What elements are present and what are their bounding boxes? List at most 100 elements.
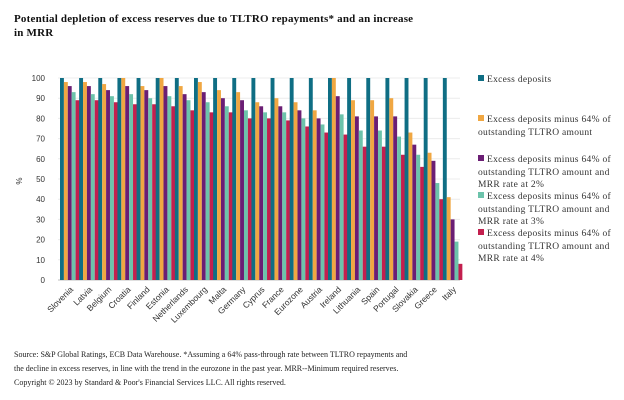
bar-finland-series-3	[144, 90, 149, 281]
legend-label: Excess deposits minus 64% of outstanding…	[478, 229, 611, 264]
y-tick-label: 50	[36, 175, 45, 184]
legend-item-mrr-3: Excess deposits minus 64% of outstanding…	[478, 191, 624, 229]
bar-slovenia-series-1	[60, 78, 64, 280]
legend-swatch	[478, 75, 484, 81]
bar-greece-series-4	[435, 183, 440, 280]
bar-estonia-series-3	[163, 86, 168, 280]
source-note: Source: S&P Global Ratings, ECB Data War…	[14, 348, 614, 390]
bar-eurozone-series-2	[293, 102, 298, 280]
y-tick-label: 0	[41, 276, 46, 285]
bar-italy-series-1	[442, 78, 447, 280]
bar-slovenia-series-3	[67, 86, 72, 280]
bar-portugal-series-3	[393, 116, 398, 280]
bar-cyprus-series-3	[259, 106, 264, 280]
bar-latvia-series-5	[94, 100, 99, 280]
bar-eurozone-series-1	[289, 78, 294, 280]
bar-lithuania-series-2	[351, 100, 355, 280]
legend-label: Excess deposits minus 64% of outstanding…	[478, 115, 611, 138]
bar-ireland-series-2	[331, 78, 336, 280]
bar-finland-series-4	[148, 98, 153, 280]
bar-portugal-series-5	[401, 154, 405, 280]
bar-belgium-series-1	[98, 78, 103, 280]
bar-latvia-series-4	[90, 94, 95, 280]
bar-slovakia-series-4	[416, 154, 421, 280]
bar-luxembourg-series-5	[209, 112, 214, 280]
bar-eurozone-series-4	[301, 118, 306, 281]
bar-france-series-4	[282, 112, 287, 280]
bar-lithuania-series-1	[347, 78, 352, 280]
bar-belgium-series-4	[109, 96, 114, 281]
bar-latvia-series-1	[79, 78, 84, 280]
legend-swatch	[478, 115, 484, 121]
bar-greece-series-2	[427, 152, 432, 280]
bar-portugal-series-4	[397, 136, 402, 280]
bar-chart: 0 10 20 30 40 50 60 70 80 90 100 SloveniaLatviaBel…	[15, 74, 463, 325]
legend-item-mrr-4: Excess deposits minus 64% of outstanding…	[478, 228, 624, 266]
legend-item-mrr-2: Excess deposits minus 64% of outstanding…	[478, 154, 624, 192]
bar-spain-series-5	[381, 146, 386, 280]
bar-portugal-series-1	[385, 78, 390, 280]
bar-malta-series-4	[224, 106, 229, 280]
bar-luxembourg-series-1	[194, 78, 198, 280]
legend-swatch	[478, 192, 484, 198]
bar-cyprus-series-5	[267, 118, 271, 281]
bar-austria-series-2	[312, 110, 317, 280]
footer-line-1: Source: S&P Global Ratings, ECB Data War…	[14, 350, 408, 359]
bar-luxembourg-series-3	[201, 92, 206, 280]
legend-swatch	[478, 155, 484, 161]
bar-france-series-1	[270, 78, 275, 280]
legend-item-excess-deposits: Excess deposits	[478, 74, 624, 87]
bar-ireland-series-4	[339, 114, 344, 280]
bar-germany-series-4	[243, 110, 248, 280]
bar-malta-series-1	[213, 78, 218, 280]
bar-croatia-series-2	[121, 78, 126, 280]
bar-germany-series-3	[240, 100, 244, 280]
bar-slovakia-series-1	[404, 78, 409, 280]
bar-slovenia-series-4	[71, 92, 76, 280]
bar-estonia-series-4	[167, 96, 172, 281]
y-tick-label: 40	[36, 195, 45, 204]
bar-malta-series-2	[217, 90, 221, 281]
x-tick-label: Slovenia	[45, 284, 75, 314]
y-tick-label: 100	[32, 74, 46, 83]
bar-slovakia-series-2	[408, 132, 413, 280]
bar-estonia-series-2	[159, 78, 164, 280]
bar-greece-series-3	[431, 160, 436, 280]
bar-italy-series-3	[450, 219, 455, 280]
bar-austria-series-5	[324, 132, 329, 280]
x-axis-labels: SloveniaLatviaBelgiumCroatiaFinlandEston…	[45, 284, 459, 325]
bar-germany-series-1	[232, 78, 237, 280]
bar-estonia-series-5	[171, 106, 176, 280]
bar-ireland-series-5	[343, 134, 348, 280]
bar-lithuania-series-3	[354, 116, 359, 280]
bar-eurozone-series-3	[297, 110, 302, 280]
bar-spain-series-3	[374, 116, 378, 280]
y-tick-label: 10	[36, 256, 45, 265]
legend-swatch	[478, 229, 484, 235]
legend-label: Excess deposits minus 64% of outstanding…	[478, 155, 611, 190]
bar-netherlands-series-4	[186, 100, 191, 280]
bar-luxembourg-series-4	[205, 102, 210, 280]
bar-france-series-2	[274, 98, 279, 280]
bar-cyprus-series-4	[263, 112, 268, 280]
bar-greece-series-1	[423, 78, 428, 280]
bar-slovakia-series-3	[412, 144, 417, 280]
bar-eurozone-series-5	[305, 126, 310, 280]
bar-croatia-series-5	[133, 104, 137, 280]
bar-greece-series-5	[439, 199, 444, 280]
bar-germany-series-2	[236, 92, 241, 280]
legend-label: Excess deposits minus 64% of outstanding…	[478, 192, 611, 227]
bar-netherlands-series-1	[174, 78, 179, 280]
bar-lithuania-series-5	[362, 146, 367, 280]
bar-malta-series-3	[220, 98, 225, 280]
bar-spain-series-4	[377, 130, 382, 280]
bar-finland-series-1	[136, 78, 141, 280]
bar-lithuania-series-4	[358, 130, 363, 280]
bar-slovakia-series-5	[420, 166, 425, 280]
bar-spain-series-1	[366, 78, 371, 280]
bar-cyprus-series-2	[255, 102, 260, 280]
bar-italy-series-2	[446, 197, 451, 280]
bar-austria-series-4	[320, 124, 325, 281]
bar-finland-series-2	[140, 86, 145, 280]
bar-france-series-5	[286, 120, 291, 280]
